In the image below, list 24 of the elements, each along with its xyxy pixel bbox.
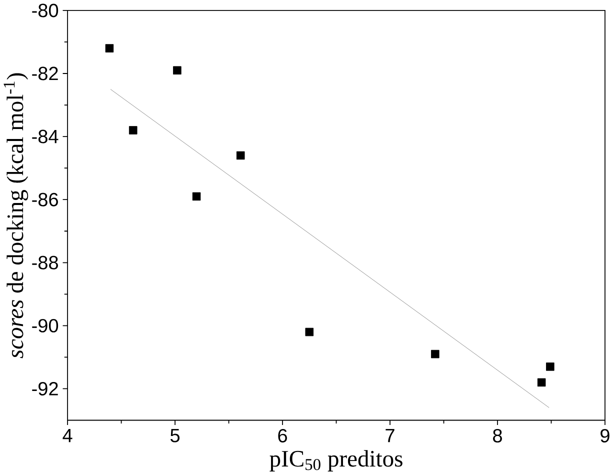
y-tick-label: -84	[32, 130, 58, 144]
x-axis-title: pIC$_{50}$ preditos	[270, 450, 402, 472]
y-tick-label: -82	[32, 66, 58, 80]
x-tick-label: 8	[493, 428, 502, 442]
x-tick-label: 7	[386, 428, 394, 442]
point	[546, 362, 554, 371]
x-tick-label: 5	[170, 428, 180, 442]
point	[192, 192, 201, 200]
y-tick-label: -88	[32, 256, 58, 270]
point	[537, 378, 546, 386]
point	[105, 44, 114, 52]
y-axis-title: scores de docking (kcal mol$^{-1}$)	[4, 73, 28, 358]
y-tick-label: -92	[32, 382, 58, 396]
x-tick-label: 9	[600, 428, 610, 442]
point	[305, 328, 314, 336]
y-tick-label: -86	[32, 192, 58, 206]
x-tick-label: 4	[62, 428, 72, 442]
y-tick-label: -80	[32, 4, 58, 18]
point	[128, 126, 138, 134]
x-tick-label: 6	[278, 428, 287, 442]
point	[431, 350, 440, 358]
point	[173, 66, 182, 74]
point	[236, 151, 245, 160]
y-tick-label: -90	[32, 318, 58, 332]
